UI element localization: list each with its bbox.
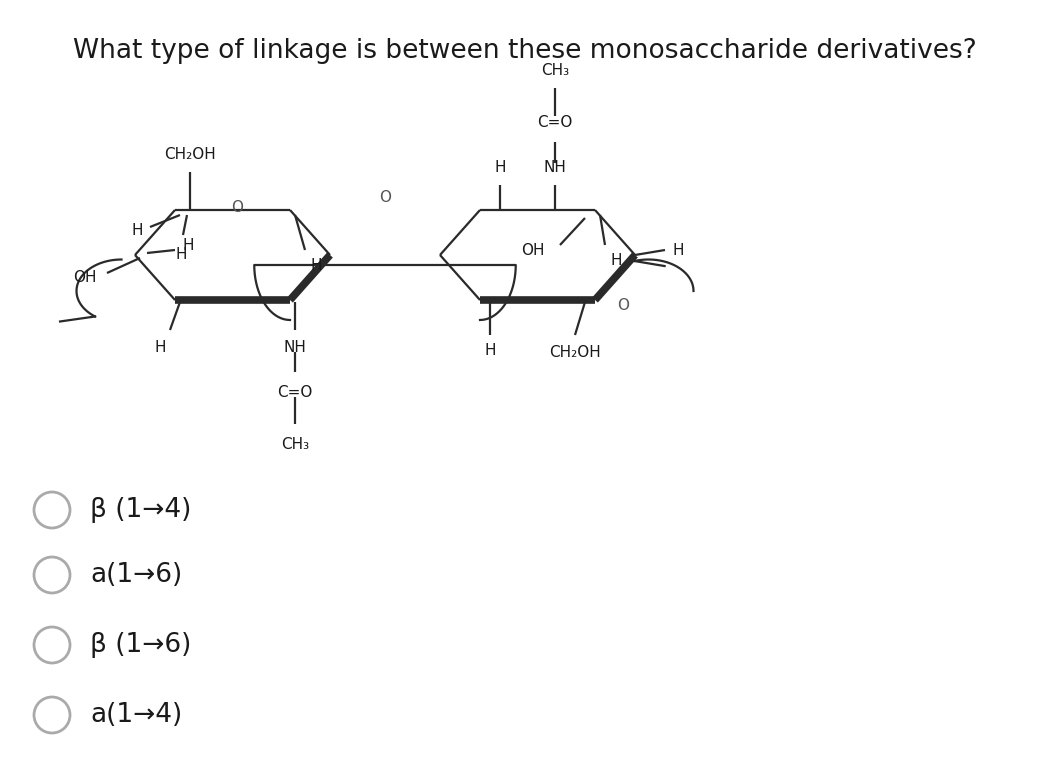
- Text: O: O: [231, 199, 244, 215]
- Text: H: H: [183, 237, 194, 253]
- Text: O: O: [617, 297, 629, 313]
- Text: H: H: [484, 343, 496, 358]
- Text: β (1→6): β (1→6): [90, 632, 191, 658]
- Text: CH₂OH: CH₂OH: [164, 147, 216, 162]
- Text: OH: OH: [74, 269, 97, 285]
- Text: H: H: [673, 243, 685, 258]
- Text: H: H: [610, 253, 622, 268]
- Text: CH₃: CH₃: [541, 63, 569, 78]
- Text: NH: NH: [544, 160, 566, 175]
- Text: What type of linkage is between these monosaccharide derivatives?: What type of linkage is between these mo…: [74, 38, 977, 64]
- Text: CH₃: CH₃: [281, 437, 309, 452]
- Text: H: H: [310, 258, 321, 273]
- Text: H: H: [154, 340, 166, 355]
- Text: a(1→4): a(1→4): [90, 702, 183, 728]
- Text: H: H: [495, 160, 506, 175]
- Text: a(1→6): a(1→6): [90, 562, 183, 588]
- Text: NH: NH: [284, 340, 307, 355]
- Text: H: H: [131, 223, 143, 237]
- Text: C=O: C=O: [277, 385, 313, 400]
- Text: OH: OH: [522, 243, 545, 258]
- Text: C=O: C=O: [538, 115, 572, 130]
- Text: O: O: [379, 190, 391, 205]
- Text: β (1→4): β (1→4): [90, 497, 191, 523]
- Text: CH₂OH: CH₂OH: [549, 345, 601, 360]
- Text: H: H: [175, 247, 187, 262]
